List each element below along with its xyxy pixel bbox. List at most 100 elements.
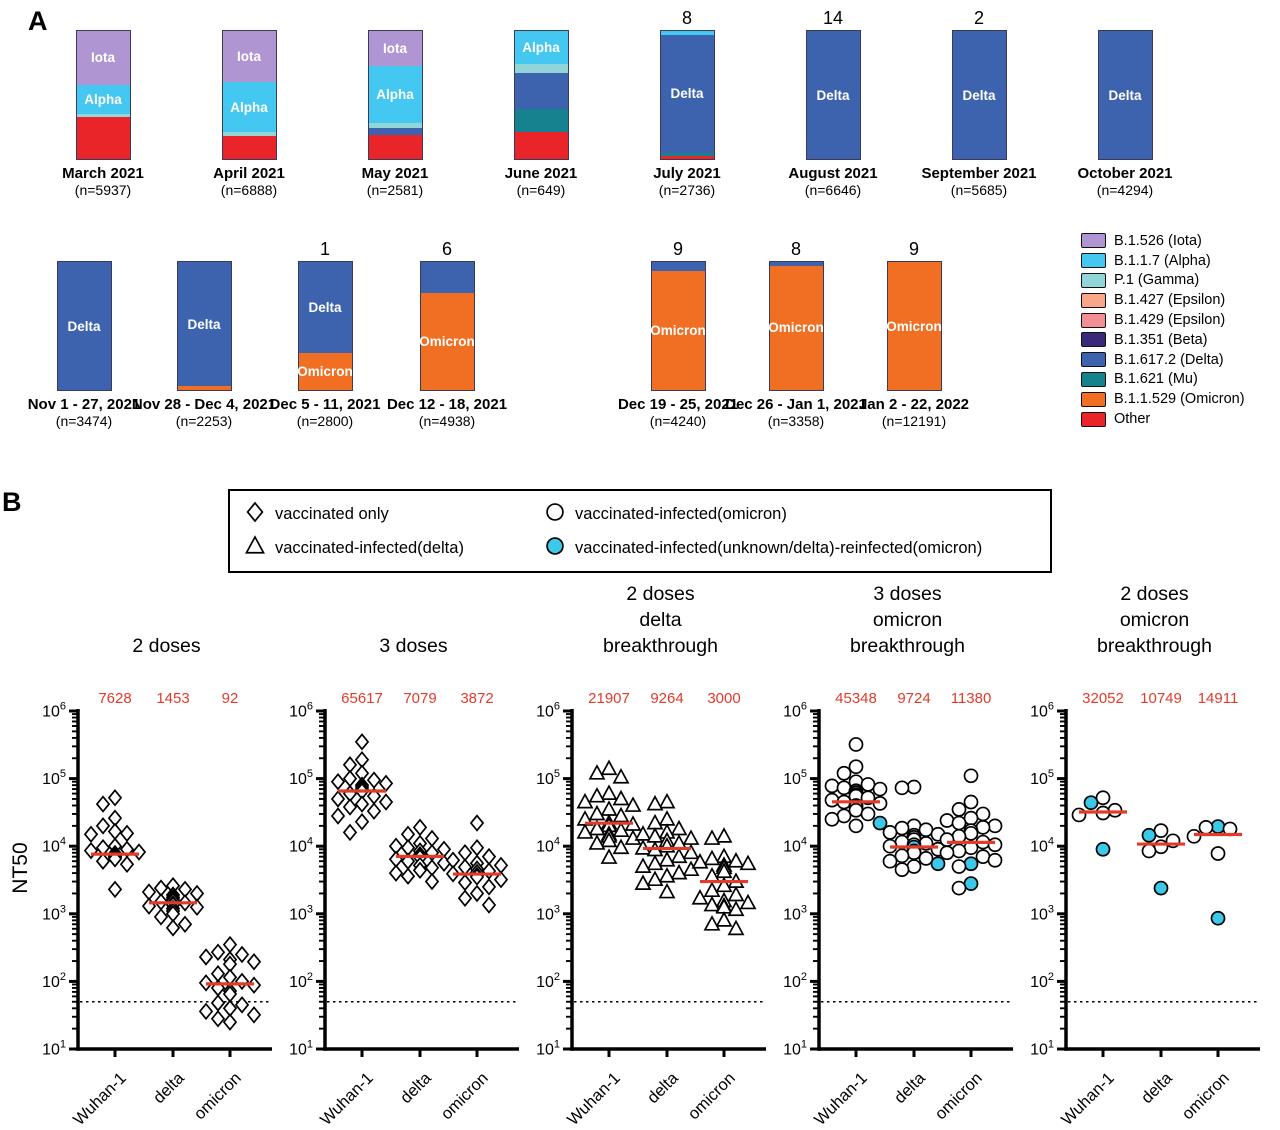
bar-segment-iota: Iota	[76, 31, 130, 85]
circle-marker	[963, 810, 979, 826]
bar-segment-other	[222, 135, 276, 159]
bar-segment-alpha: Alpha	[368, 65, 422, 124]
segment-label: Delta	[670, 86, 704, 102]
month-bar-column: 9 Omicron Dec 19 - 25, 2021 (n=4240)	[586, 237, 770, 429]
triangle-marker	[600, 831, 618, 848]
stacked-bar: Iota Alpha	[367, 30, 423, 160]
subplot-title-line: breakthrough	[850, 635, 965, 657]
variant-legend: B.1.526 (Iota) B.1.1.7 (Alpha) P.1 (Gamma)…	[1081, 231, 1245, 429]
group-legend: vaccinated only vaccinated-infected(delta…	[228, 489, 1052, 573]
circle-marker	[836, 808, 852, 824]
scatter-subplot: 3 doses 101 102 103 104 105 106 65617 Wuhan-1 707…	[273, 580, 520, 1130]
x-category-label: omicron	[1179, 1069, 1233, 1123]
subplot-title-line: 2 doses	[132, 635, 201, 657]
bar-segment-delta: Delta	[177, 262, 231, 387]
month-bar-column: Iota Alpha March 2021 (n=5937)	[30, 6, 176, 198]
median-value: 3000	[707, 690, 740, 707]
triangle-marker	[588, 786, 606, 803]
subplot-title: 2 doses	[26, 580, 273, 663]
diamond-marker	[330, 790, 346, 808]
segment-label: Alpha	[522, 40, 560, 56]
bar-segment-omicron: Omicron	[768, 265, 824, 390]
scatter-svg: 101 102 103 104 105 106 45348 Wuhan-1 9724 delta 1…	[783, 690, 1013, 1129]
scatter-svg: 101 102 103 104 105 106 32052 Wuhan-1 10749 delta…	[1030, 690, 1260, 1129]
diamond-marker	[436, 840, 452, 859]
month-bar-column: 8 Delta July 2021 (n=2736)	[614, 6, 760, 198]
circle-marker	[975, 849, 991, 865]
variant-legend-item: Other	[1081, 409, 1245, 429]
y-tick-label: 102	[289, 971, 313, 991]
bar-month-label: October 2021	[1077, 165, 1173, 182]
triangle-marker	[576, 792, 594, 809]
variant-legend-item: P.1 (Gamma)	[1081, 271, 1245, 291]
bar-sample-size: (n=649)	[516, 182, 566, 198]
diamond-marker	[119, 855, 135, 874]
bar-segment-delta	[368, 128, 422, 135]
y-tick-label: 102	[1030, 971, 1054, 991]
variant-legend-item: B.1.351 (Beta)	[1081, 330, 1245, 350]
circle-marker	[824, 811, 840, 827]
variant-legend-item: B.1.427 (Epsilon)	[1081, 290, 1245, 310]
triangle-marker	[703, 849, 721, 866]
diamond-marker	[481, 896, 497, 914]
triangle-marker	[634, 874, 652, 890]
variant-legend-item: B.1.526 (Iota)	[1081, 231, 1245, 251]
circle-marker	[987, 837, 1003, 853]
circle-marker	[1095, 841, 1111, 857]
stacked-bar: Delta	[951, 30, 1007, 160]
median-value: 9724	[897, 690, 930, 707]
triangle-marker	[703, 895, 721, 912]
circle-marker	[951, 859, 967, 874]
month-bar-column: 6 Omicron Dec 12 - 18, 2021 (n=4938)	[355, 237, 539, 429]
legend-swatch-gamma	[1081, 272, 1106, 288]
circle-marker	[1141, 827, 1157, 843]
count-above-bar: 1	[319, 239, 330, 259]
circle-marker	[1141, 843, 1157, 859]
y-tick-label: 105	[783, 768, 807, 788]
bar-segment-other	[660, 155, 714, 159]
circle-marker	[848, 802, 864, 818]
bar-segment-delta	[769, 262, 823, 266]
median-value: 1453	[156, 690, 189, 707]
stacked-bar: Alpha	[513, 30, 569, 160]
subplot-title: 2 doses delta breakthrough	[520, 580, 767, 663]
y-tick-label: 103	[42, 903, 66, 923]
triangle-marker	[600, 784, 618, 800]
subplot-title-line: 3 doses	[379, 635, 448, 657]
x-category-label: Wuhan-1	[1058, 1069, 1118, 1125]
triangle-marker	[658, 851, 676, 867]
scatter-subplot: 2 doses 101 102 103 104 105 106 7628 Wuhan-1 1453…	[26, 580, 273, 1130]
diamond-marker	[234, 996, 250, 1014]
stacked-bar: Delta	[1097, 30, 1153, 160]
stacked-bar: Delta	[56, 261, 112, 391]
circle-marker	[882, 853, 898, 869]
circle-marker	[1107, 802, 1123, 818]
diamond-marker	[141, 883, 157, 901]
group-legend-item: vaccinated-infected(omicron)	[544, 501, 1036, 528]
scatter-svg: 101 102 103 104 105 106 21907 Wuhan-1 9264 delta 3…	[536, 690, 766, 1129]
subplot-title-line: omicron	[872, 609, 943, 631]
group-legend-label: vaccinated-infected(unknown/delta)-reinf…	[575, 538, 983, 557]
x-category-label: omicron	[685, 1069, 739, 1123]
y-tick-label: 102	[536, 971, 560, 991]
legend-swatch-other	[1081, 411, 1106, 427]
diamond-marker	[210, 994, 226, 1012]
segment-label: Iota	[236, 49, 261, 65]
diamond-marker	[424, 829, 440, 848]
triangle-icon	[244, 534, 266, 562]
circle-marker	[963, 856, 979, 872]
bar-segment-gamma	[368, 123, 422, 129]
subplot-title-line: 2 doses	[1120, 583, 1189, 605]
triangle-marker	[682, 860, 700, 877]
diamond-marker	[210, 943, 226, 961]
variant-bars-row-1: Iota Alpha March 2021 (n=5937) Iota Alpha Apri…	[30, 6, 1198, 198]
median-value: 65617	[341, 690, 383, 707]
month-bar-column: 9 Omicron Jan 2 - 22, 2022 (n=12191)	[822, 237, 1006, 429]
diamond-marker	[493, 856, 509, 875]
circle-marker	[987, 852, 1003, 868]
triangle-marker	[715, 827, 733, 843]
segment-label: Delta	[816, 87, 850, 103]
bar-segment-delta: Delta	[57, 262, 111, 390]
month-bar-column: Iota Alpha April 2021 (n=6888)	[176, 6, 322, 198]
bar-sample-size: (n=5685)	[950, 182, 1008, 198]
